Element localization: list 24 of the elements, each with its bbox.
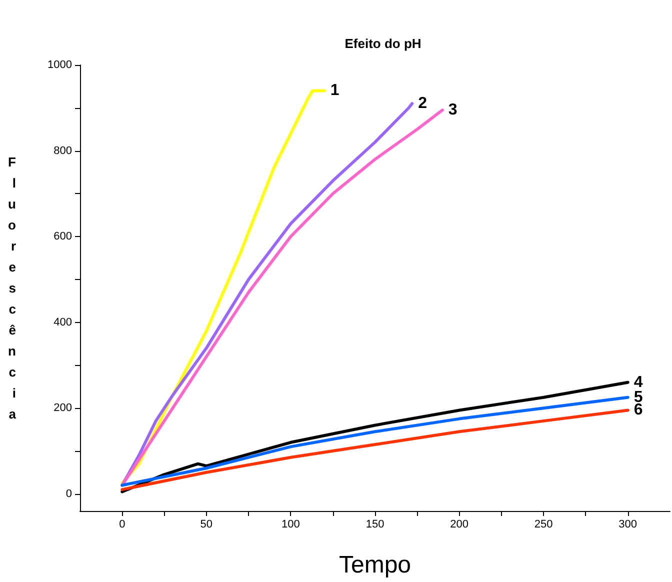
x-tick-label: 250	[534, 518, 553, 530]
y-tick-label: 600	[54, 230, 72, 243]
y-tick-label: 800	[54, 144, 72, 157]
line-series	[120, 380, 630, 494]
text: Fluorescência	[8, 154, 16, 422]
y-tick-label: 200	[54, 402, 72, 414]
x-axis-title: Tempo	[338, 552, 412, 578]
series-label: 2	[418, 95, 428, 112]
x-tick-label: 150	[366, 518, 384, 530]
chart-title: Efeito do pH	[344, 36, 422, 51]
x-tick-label: 100	[282, 518, 300, 530]
x-tick-label: 0	[119, 518, 126, 530]
x-tick-label: 200	[450, 518, 468, 530]
x-tick-label: 300	[618, 518, 638, 530]
series-label: 1	[330, 82, 340, 100]
y-tick-label: 1000	[48, 59, 72, 71]
series-label: 6	[634, 402, 643, 419]
series-label: 4	[634, 374, 643, 391]
series-label: 3	[448, 102, 458, 119]
y-tick-label: 400	[54, 316, 72, 328]
line-series	[120, 396, 630, 487]
line-series	[120, 408, 630, 492]
y-tick-label: 0	[66, 488, 72, 500]
x-tick-label: 50	[200, 518, 213, 530]
